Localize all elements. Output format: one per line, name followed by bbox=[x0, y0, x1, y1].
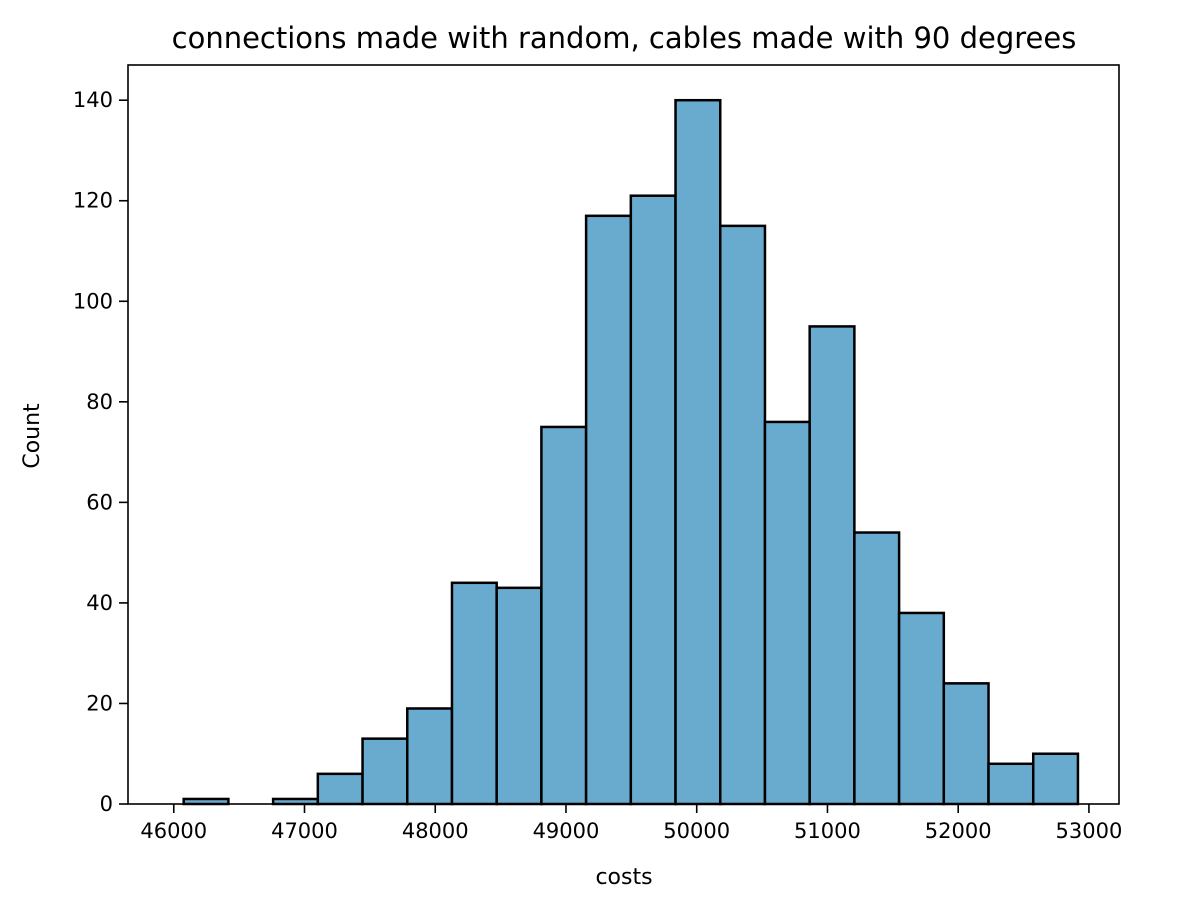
histogram-bar bbox=[763, 420, 811, 806]
x-tick-label: 46000 bbox=[140, 819, 207, 843]
x-tick-label: 51000 bbox=[794, 819, 861, 843]
histogram-bar bbox=[808, 325, 856, 806]
chart-title: connections made with random, cables mad… bbox=[172, 21, 1077, 55]
histogram-bar bbox=[718, 224, 767, 806]
x-tick-label: 53000 bbox=[1056, 819, 1123, 843]
x-tick-label: 49000 bbox=[533, 819, 600, 843]
y-tick-label: 0 bbox=[100, 792, 113, 816]
histogram-bar bbox=[942, 682, 990, 806]
histogram-bar bbox=[316, 772, 364, 806]
histogram-bar bbox=[897, 611, 946, 806]
histogram-bar bbox=[853, 531, 901, 806]
y-tick-label: 140 bbox=[73, 88, 113, 112]
histogram-bar bbox=[629, 194, 677, 806]
histogram-bar bbox=[450, 581, 498, 806]
histogram-bar bbox=[361, 737, 409, 806]
x-tick-label: 50000 bbox=[663, 819, 730, 843]
y-tick-label: 100 bbox=[73, 289, 113, 313]
y-tick-label: 60 bbox=[86, 490, 113, 514]
histogram-bar bbox=[406, 707, 454, 806]
y-tick-label: 20 bbox=[86, 691, 113, 715]
histogram-bar bbox=[584, 214, 633, 806]
x-axis-ticks: 46000 47000 48000 49000 50000 51000 52000 53000 bbox=[140, 804, 1122, 843]
y-tick-label: 80 bbox=[86, 390, 113, 414]
histogram-bars bbox=[182, 98, 1080, 806]
y-axis-ticks: 0 20 40 60 80 100 120 140 bbox=[73, 88, 128, 816]
histogram-bar bbox=[1031, 752, 1080, 806]
histogram-bar bbox=[495, 586, 543, 806]
histogram-bar bbox=[674, 98, 722, 806]
plot-frame bbox=[127, 64, 1120, 805]
y-tick-label: 40 bbox=[86, 591, 113, 615]
x-tick-label: 47000 bbox=[271, 819, 338, 843]
histogram-bar bbox=[987, 762, 1035, 806]
x-tick-label: 52000 bbox=[925, 819, 992, 843]
x-axis-label: costs bbox=[595, 865, 652, 890]
y-tick-label: 120 bbox=[73, 189, 113, 213]
y-axis-label: Count bbox=[20, 403, 45, 469]
histogram-bar bbox=[540, 425, 588, 806]
x-tick-label: 48000 bbox=[402, 819, 469, 843]
